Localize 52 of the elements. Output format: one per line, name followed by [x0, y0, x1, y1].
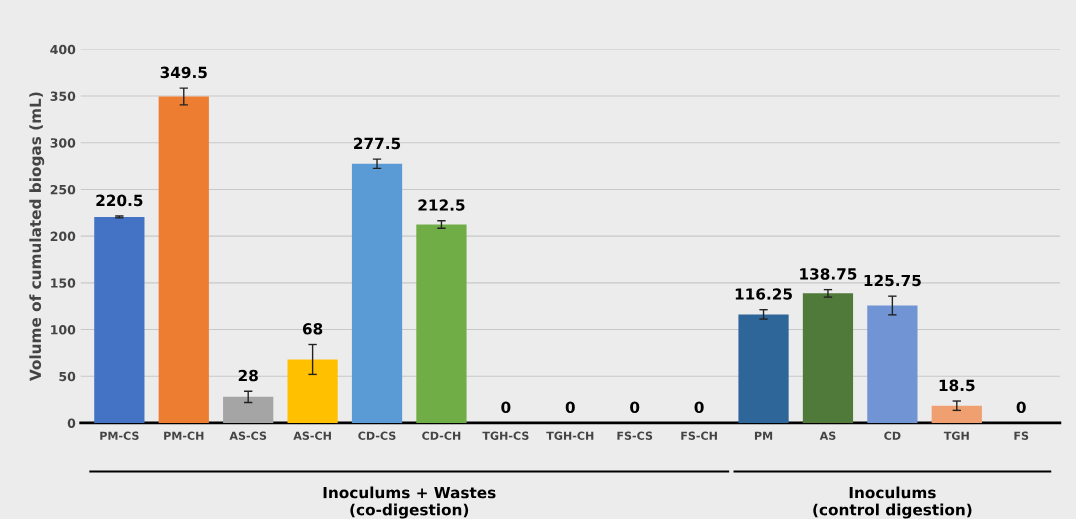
data-label: 0: [694, 401, 704, 414]
data-label: 28: [238, 369, 258, 382]
y-tick-label: 300: [50, 138, 76, 148]
y-tick-label: 400: [50, 44, 76, 55]
bar: [351, 163, 403, 423]
text: Inoculums (control digestion): [813, 486, 972, 519]
bar: [416, 224, 467, 423]
x-tick-label: CD-CH: [422, 431, 461, 440]
data-label: 125.75: [864, 274, 921, 287]
bar: [867, 305, 918, 423]
data-label: 212.5: [418, 199, 465, 211]
y-tick-label: 100: [51, 325, 76, 335]
y-tick-label: 50: [59, 371, 76, 382]
y-axis-title: Volume of cumulated biogas (mL): [29, 92, 45, 381]
data-label: 18.5: [939, 379, 975, 392]
y-tick-label: 350: [50, 91, 76, 101]
data-label: 116.25: [735, 288, 792, 300]
y-tick-label: 250: [50, 184, 76, 195]
data-label: 0: [565, 401, 575, 414]
data-label: 349.5: [160, 66, 207, 79]
bar: [802, 293, 854, 423]
text: Inoculums + Wastes (co-digestion): [323, 486, 496, 519]
x-tick-label: TGH-CH: [546, 431, 594, 440]
bar: [738, 314, 789, 423]
bar: [158, 96, 209, 423]
x-tick-label: PM: [754, 431, 773, 440]
data-label: 277.5: [354, 137, 401, 150]
x-tick-label: TGH: [943, 431, 969, 440]
x-tick-label: CD: [884, 431, 901, 440]
x-tick-label: PM-CS: [100, 431, 139, 440]
bar: [287, 359, 338, 423]
bar: [223, 396, 274, 423]
x-tick-label: FS-CS: [617, 431, 653, 440]
x-tick-label: AS: [819, 431, 836, 440]
data-label: 0: [630, 401, 640, 414]
y-tick-label: 0: [67, 418, 76, 428]
bar: [94, 216, 145, 423]
x-tick-label: FS: [1014, 431, 1029, 440]
y-tick-label: 200: [50, 231, 76, 242]
y-tick-label: 150: [51, 278, 76, 288]
x-tick-label: AS-CH: [293, 431, 331, 440]
x-tick-label: AS-CS: [229, 431, 267, 440]
x-tick-label: PM-CH: [164, 431, 204, 440]
data-label: 220.5: [96, 194, 143, 207]
data-label: 0: [1016, 401, 1026, 414]
x-tick-label: CD-CS: [358, 431, 396, 440]
bar: [931, 405, 982, 423]
data-label: 68: [302, 323, 323, 335]
data-label: 138.75: [800, 268, 857, 280]
x-tick-label: FS-CH: [681, 431, 717, 440]
x-tick-label: TGH-CS: [482, 431, 529, 440]
data-label: 0: [501, 401, 511, 414]
